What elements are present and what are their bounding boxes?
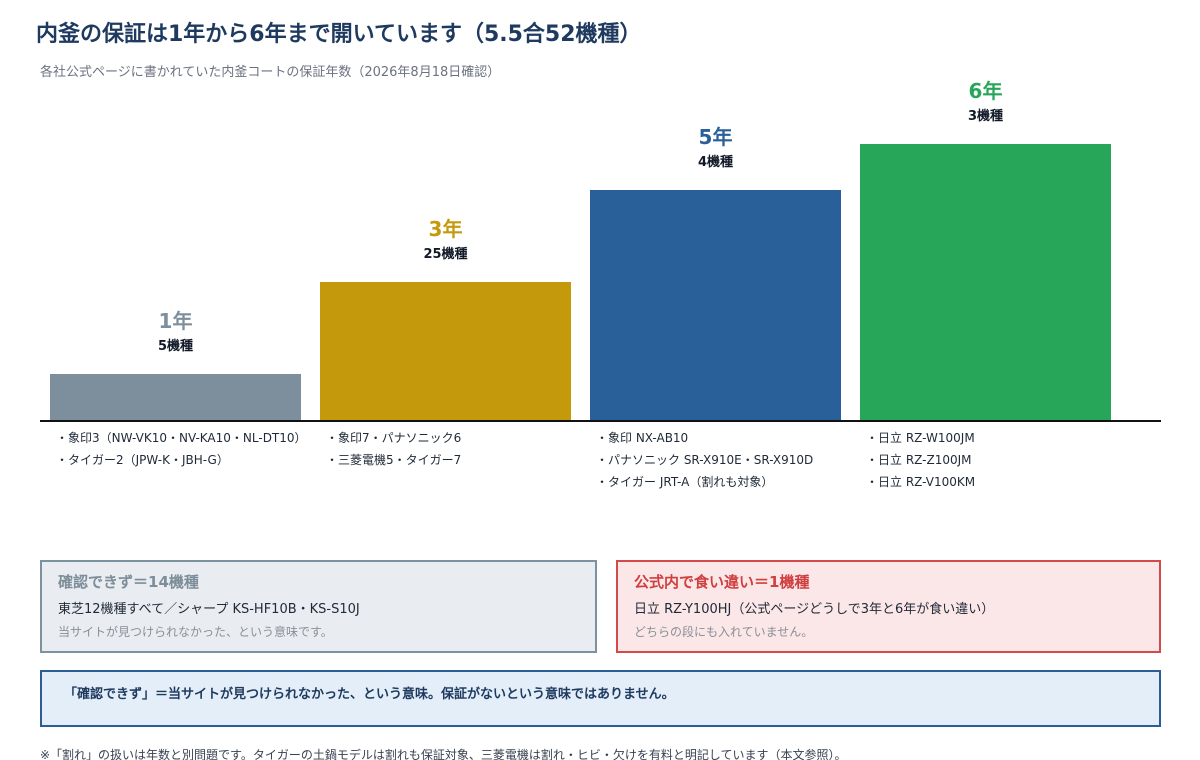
unconfirmed-box: 確認できず＝14機種 東芝12機種すべて／シャープ KS-HF10B・KS-S1… [40,560,597,653]
warranty-bar-chart: 1年 5機種 3年 25機種 5年 4機種 6年 3機種 [40,79,1161,422]
unconfirmed-note: 当サイトが見つけられなかった、という意味です。 [58,625,333,639]
conflict-note: どちらの段にも入れていません。 [634,625,814,639]
list-item: ・日立 RZ-Z100JM [866,453,972,467]
conflict-body: 日立 RZ-Y100HJ（公式ページどうしで3年と6年が食い違い） [634,602,995,617]
list-item: ・象印 NX-AB10 [596,431,689,445]
bar-year-label: 6年 [969,79,1003,103]
list-item: ・パナソニック SR-X910E・SR-X910D [596,453,814,467]
bar-count-label: 3機種 [968,108,1003,124]
bar-year-label: 3年 [429,217,463,241]
page-title: 内釜の保証は1年から6年まで開いています（5.5合52機種） [36,22,642,47]
page-subtitle: 各社公式ページに書かれていた内釜コートの保証年数（2026年8月18日確認） [40,65,501,80]
unconfirmed-title: 確認できず＝14機種 [58,573,199,591]
bar-count-label: 5機種 [158,338,193,354]
list-item: ・日立 RZ-W100JM [866,431,975,445]
group-4-model-list: ・日立 RZ-W100JM ・日立 RZ-Z100JM ・日立 RZ-V100K… [866,427,975,493]
list-item: ・象印3（NW-VK10・NV-KA10・NL-DT10） [56,431,307,445]
bar-4 [860,144,1111,421]
footnote: ※「割れ」の扱いは年数と別問題です。タイガーの土鍋モデルは割れも保証対象、三菱電… [40,748,847,760]
group-3-model-list: ・象印 NX-AB10 ・パナソニック SR-X910E・SR-X910D ・タ… [596,427,813,493]
list-item: ・日立 RZ-V100KM [866,475,976,489]
group-1-model-list: ・象印3（NW-VK10・NV-KA10・NL-DT10） ・タイガー2（JPW… [56,427,307,471]
bar-count-label: 4機種 [698,154,733,170]
bar-count-label: 25機種 [423,246,467,262]
unconfirmed-body: 東芝12機種すべて／シャープ KS-HF10B・KS-S10J [58,602,360,617]
conflict-box: 公式内で食い違い＝1機種 日立 RZ-Y100HJ（公式ページどうしで3年と6年… [616,560,1161,653]
conflict-title: 公式内で食い違い＝1機種 [634,573,810,591]
list-item: ・象印7・パナソニック6 [326,431,462,445]
bar-year-label: 5年 [699,125,733,149]
bar-2 [320,282,571,421]
bar-1 [50,374,301,421]
notice-banner: 「確認できず」＝当サイトが見つけられなかった、という意味。保証がないという意味で… [40,670,1161,727]
bar-3 [590,190,841,421]
group-2-model-list: ・象印7・パナソニック6 ・三菱電機5・タイガー7 [326,427,461,471]
list-item: ・タイガー JRT-A（割れも対象） [596,475,774,489]
list-item: ・三菱電機5・タイガー7 [326,453,462,467]
bar-year-label: 1年 [159,309,193,333]
list-item: ・タイガー2（JPW-K・JBH-G） [56,453,229,467]
